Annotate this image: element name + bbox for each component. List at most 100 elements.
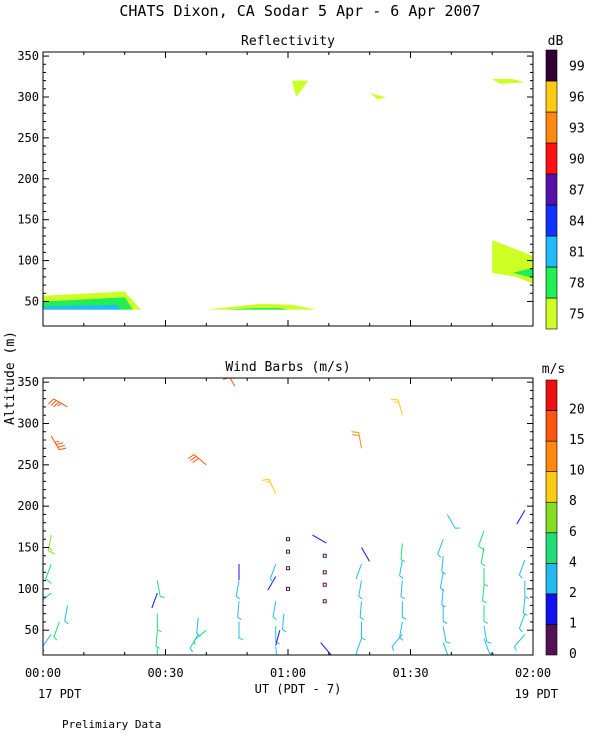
barb-feather	[64, 620, 69, 625]
x-axis-label: UT (PDT - 7)	[255, 682, 342, 696]
barb-feather	[514, 646, 517, 651]
y-tick-label: 150	[17, 541, 39, 555]
barb-staff	[193, 629, 207, 641]
barb-staff	[53, 398, 68, 408]
y-tick-label: 100	[17, 582, 39, 596]
barb-staff	[156, 580, 161, 597]
colorbar-label: 10	[569, 464, 585, 479]
colorbar-unit: m/s	[542, 362, 565, 377]
end-local-time: 19 PDT	[515, 687, 558, 701]
barb-staff	[400, 580, 403, 597]
wind-barb	[400, 543, 406, 563]
reflectivity-contour-75dB	[292, 80, 309, 97]
colorbar-swatch	[545, 563, 558, 595]
colorbar-swatch	[545, 410, 558, 442]
wind-barb	[483, 638, 494, 655]
wind-barb	[358, 580, 363, 600]
barb-feather	[400, 596, 406, 600]
barb-staff	[43, 592, 52, 601]
calm-marker	[322, 582, 327, 587]
barb-feather	[440, 587, 445, 592]
barb-staff	[516, 510, 526, 525]
wind-barb	[399, 559, 404, 579]
barb-feather	[192, 457, 199, 463]
barb-feather	[518, 574, 523, 579]
colorbar-label: 96	[569, 91, 585, 106]
colorbar-label: 90	[569, 153, 585, 168]
colorbar-unit: dB	[548, 34, 564, 49]
wind-barb	[187, 454, 207, 466]
barb-staff	[441, 588, 444, 605]
wind-barb	[518, 559, 526, 579]
colorbar-swatch	[545, 142, 558, 175]
wind-barb	[442, 625, 451, 644]
barb-staff	[522, 597, 526, 614]
x-tick-label: 00:30	[147, 666, 183, 680]
y-tick-label: 50	[25, 294, 39, 308]
wind-barb	[151, 592, 158, 609]
wind-barb	[439, 572, 445, 592]
barb-feather	[483, 583, 489, 587]
y-tick-label: 250	[17, 131, 39, 145]
barb-staff	[358, 580, 362, 597]
barb-feather	[402, 616, 407, 620]
barb-staff	[155, 630, 158, 647]
barb-staff	[359, 601, 362, 618]
y-tick-label: 100	[17, 254, 39, 268]
wind-barb	[483, 625, 492, 644]
colorbar-label: 20	[569, 403, 585, 418]
x-tick-label: 00:00	[25, 666, 61, 680]
wind-barb	[441, 555, 446, 575]
wind-barb	[390, 399, 403, 416]
barb-staff	[518, 613, 526, 629]
barb-feather	[45, 578, 52, 584]
plot-frame	[42, 51, 534, 327]
barb-feather	[157, 629, 162, 633]
barb-staff	[441, 555, 444, 572]
y-tick-label: 50	[25, 623, 39, 637]
barb-staff	[439, 572, 444, 589]
barb-staff	[478, 530, 485, 547]
barb-feather	[449, 658, 453, 659]
barb-feather	[355, 653, 359, 655]
wind-barb	[355, 563, 362, 580]
barb-staff	[196, 617, 199, 634]
barb-staff	[320, 642, 332, 655]
barb-staff	[391, 634, 403, 647]
wind-barb	[351, 431, 362, 449]
barb-feather	[261, 478, 270, 481]
barb-feather	[269, 578, 274, 583]
colorbar-label: 6	[569, 525, 577, 540]
wind-barb	[437, 539, 444, 558]
barb-feather	[221, 375, 228, 377]
barb-staff	[361, 547, 370, 562]
reflectivity-contour-75dB	[492, 240, 533, 284]
barb-feather	[187, 454, 195, 460]
barb-feather	[189, 647, 194, 653]
barb-feather	[193, 640, 196, 645]
colorbar-swatch	[545, 379, 558, 411]
footnote: Prelimiary Data	[62, 718, 161, 731]
barb-feather	[361, 637, 366, 641]
plot-area	[43, 375, 530, 659]
wind-barbs-title: Wind Barbs (m/s)	[225, 360, 350, 375]
colorbar-swatch	[545, 471, 558, 503]
barb-staff	[446, 514, 456, 529]
wind-barb	[53, 621, 60, 641]
wind-barb	[312, 534, 327, 544]
barb-staff	[151, 592, 158, 609]
wind-barb	[361, 621, 366, 641]
barb-feather	[155, 645, 161, 649]
colorbar-label: 87	[569, 184, 585, 199]
barb-feather	[56, 442, 64, 446]
barb-feather	[359, 616, 365, 620]
wind-barb	[50, 435, 67, 451]
barb-staff	[282, 613, 285, 630]
y-tick-label: 200	[17, 172, 39, 186]
y-tick-label: 350	[17, 49, 39, 63]
barb-feather	[358, 595, 363, 600]
wind-barb	[43, 592, 52, 601]
wind-barb	[516, 510, 526, 525]
barb-feather	[442, 620, 448, 624]
colorbar-label: 99	[569, 60, 585, 75]
